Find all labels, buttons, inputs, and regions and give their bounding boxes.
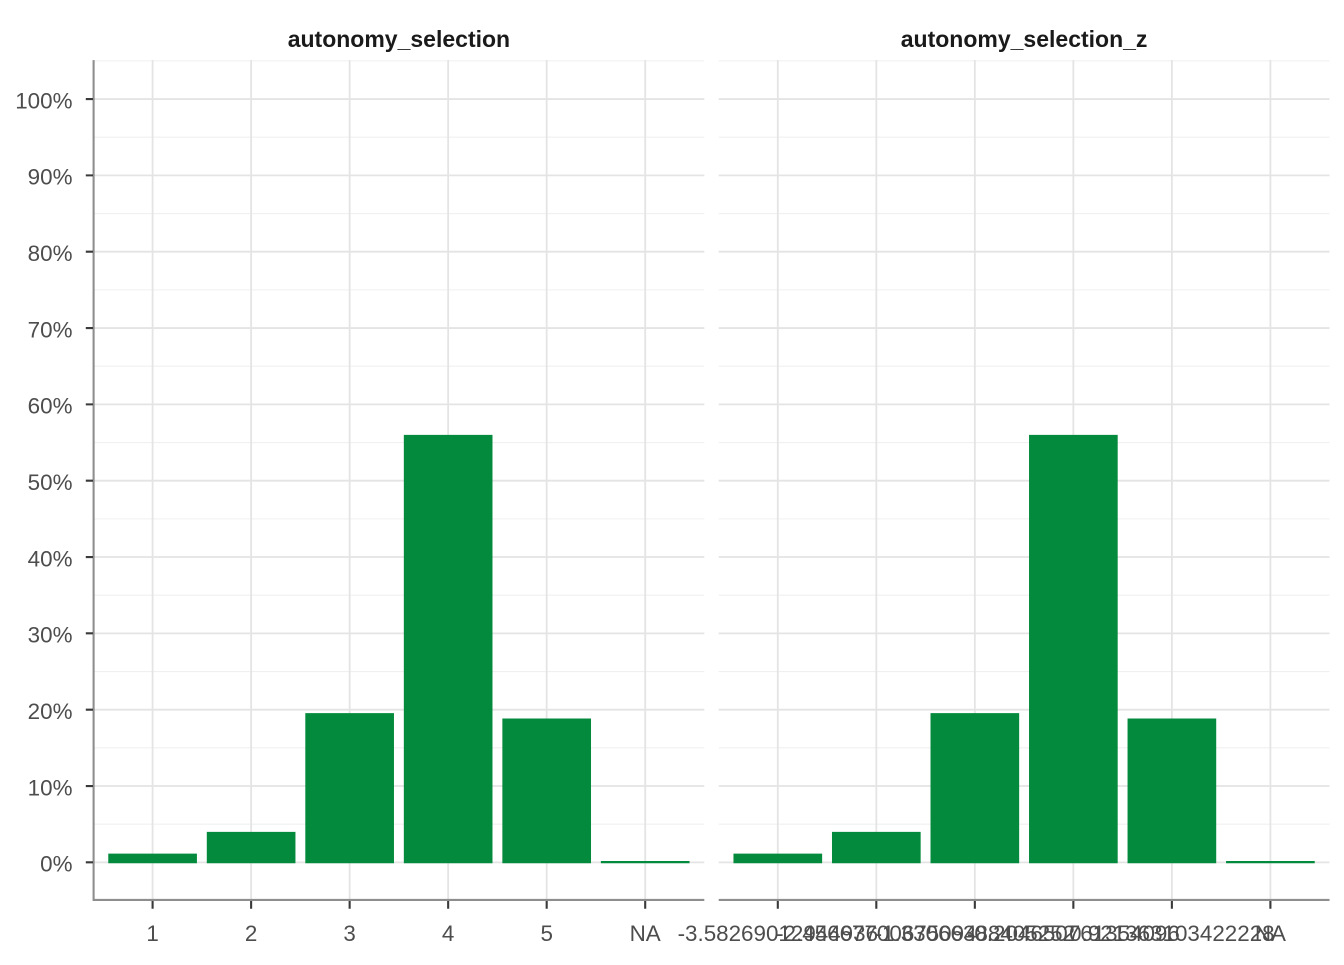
svg-text:10%: 10% <box>28 775 73 800</box>
svg-text:NA: NA <box>630 921 661 946</box>
svg-text:100%: 100% <box>15 88 72 113</box>
svg-text:-3.58269012944936: -3.58269012944936 <box>678 921 878 946</box>
svg-text:80%: 80% <box>28 241 73 266</box>
svg-text:0%: 0% <box>40 852 72 877</box>
svg-text:-2.45667700675094: -2.45667700675094 <box>776 921 976 946</box>
svg-text:5: 5 <box>540 921 552 946</box>
svg-text:90%: 90% <box>28 165 73 190</box>
svg-text:70%: 70% <box>28 317 73 342</box>
svg-text:50%: 50% <box>28 470 73 495</box>
svg-text:-1.33066388405252: -1.33066388405252 <box>875 921 1075 946</box>
svg-text:0.921363103422228: 0.921363103422228 <box>1069 921 1274 946</box>
svg-text:60%: 60% <box>28 394 73 419</box>
svg-text:1: 1 <box>146 921 158 946</box>
svg-text:3: 3 <box>343 921 355 946</box>
svg-text:NA: NA <box>1255 921 1286 946</box>
svg-text:40%: 40% <box>28 546 73 571</box>
svg-text:4: 4 <box>442 921 454 946</box>
svg-text:-0.204650761354096: -0.204650761354096 <box>967 921 1180 946</box>
svg-text:autonomy_selection_z: autonomy_selection_z <box>901 26 1148 52</box>
svg-text:autonomy_selection: autonomy_selection <box>288 26 510 52</box>
svg-text:2: 2 <box>245 921 257 946</box>
svg-text:20%: 20% <box>28 699 73 724</box>
svg-text:30%: 30% <box>28 623 73 648</box>
